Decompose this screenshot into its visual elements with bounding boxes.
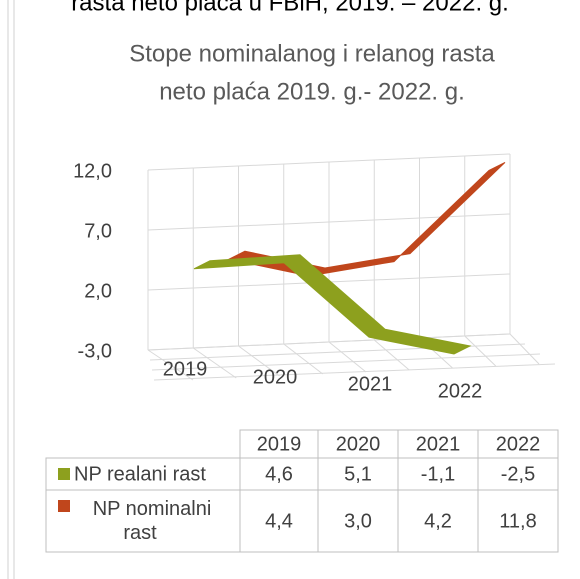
grid-floor <box>283 343 324 375</box>
grid-floor <box>464 335 497 367</box>
y-tick-label: 2,0 <box>84 280 112 302</box>
x-tick-label: 2020 <box>253 366 298 388</box>
chart-subtitle: neto plaća 2019. g.- 2022. g. <box>159 78 465 105</box>
legend-label: NP nominalni rast <box>93 498 212 544</box>
table-header: 2020 <box>336 433 381 455</box>
y-tick-label: 12,0 <box>73 160 112 182</box>
grid-floor <box>373 339 410 371</box>
table-value: 4,2 <box>424 510 452 532</box>
legend-swatch <box>58 468 70 480</box>
table-value: 4,6 <box>265 463 293 485</box>
grid-floor <box>509 333 540 365</box>
table-header: 2019 <box>257 433 302 455</box>
grid-floor <box>238 345 280 377</box>
grid-floor <box>147 349 194 381</box>
series-ribbon <box>193 254 472 355</box>
x-tick-label: 2022 <box>438 380 483 402</box>
caption: rasta neto plaća u FBiH, 2019. – 2022. g… <box>71 0 509 16</box>
chart-title: Stope nominalanog i relanog rasta <box>129 40 495 67</box>
grid-floor <box>153 363 556 381</box>
y-tick-label: -3,0 <box>78 340 112 362</box>
grid-floor <box>192 347 237 379</box>
table-header: 2021 <box>416 433 461 455</box>
table-value: 11,8 <box>499 510 536 532</box>
table-header: 2022 <box>496 433 541 455</box>
legend-swatch <box>58 500 70 512</box>
grid-floor <box>147 333 511 351</box>
table-value: 4,4 <box>265 510 293 532</box>
table-cell <box>477 489 559 553</box>
table-value: 3,0 <box>344 510 372 532</box>
y-tick-label: 7,0 <box>84 220 112 242</box>
table-value: -2,5 <box>501 463 535 485</box>
table-value: -1,1 <box>421 463 455 485</box>
x-tick-label: 2021 <box>348 373 393 395</box>
legend-label: NP realani rast <box>74 463 206 485</box>
x-tick-label: 2019 <box>163 358 208 380</box>
grid-floor <box>328 341 367 373</box>
table-value: 5,1 <box>344 463 372 485</box>
grid-floor <box>151 353 541 371</box>
